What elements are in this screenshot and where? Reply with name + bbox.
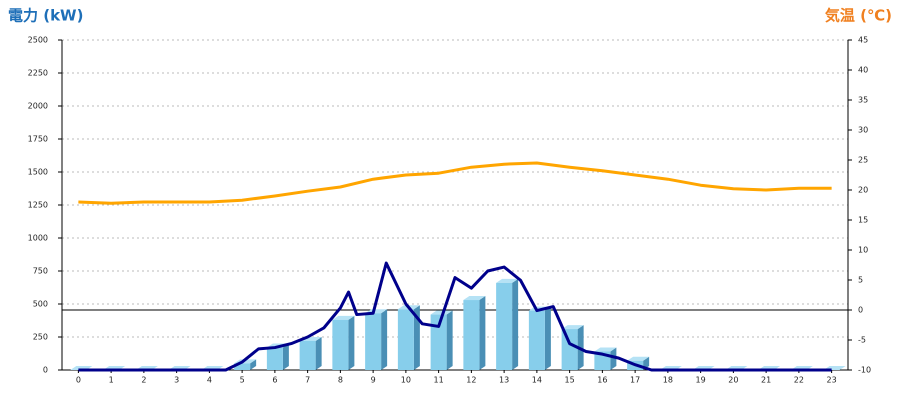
bar-side — [446, 310, 453, 370]
bar-side — [282, 343, 289, 370]
bar — [365, 313, 382, 370]
bar-side — [610, 347, 617, 370]
x-tick-label: 19 — [696, 376, 706, 385]
x-tick-label: 7 — [305, 376, 310, 385]
bar-side — [479, 296, 486, 370]
bar-top — [463, 296, 486, 301]
x-tick-label: 2 — [141, 376, 146, 385]
y-axis-title: 電力 (kW) — [8, 7, 83, 25]
bar — [463, 300, 480, 370]
y2-tick-label: 30 — [858, 126, 868, 135]
y2-tick-label: 25 — [858, 156, 868, 165]
bar-side — [250, 359, 257, 370]
x-tick-label: 11 — [434, 376, 444, 385]
bar — [496, 282, 513, 370]
x-tick-label: 13 — [499, 376, 509, 385]
line — [78, 161, 832, 205]
bar — [234, 363, 251, 370]
bar — [561, 329, 578, 370]
bar-top — [627, 356, 650, 361]
bar — [528, 310, 545, 370]
x-tick-label: 23 — [827, 376, 837, 385]
y2-tick-label: 20 — [858, 186, 868, 195]
x-tick-label: 3 — [174, 376, 179, 385]
x-tick-label: 5 — [240, 376, 245, 385]
bar — [397, 309, 414, 370]
y-tick-label: 2000 — [28, 102, 48, 111]
x-tick-label: 17 — [630, 376, 640, 385]
bar-top — [332, 315, 355, 320]
bar — [266, 347, 283, 370]
y-tick-label: 2500 — [28, 36, 48, 45]
y2-tick-label: -10 — [858, 366, 871, 375]
bar-side — [512, 278, 519, 370]
bar-top — [561, 325, 584, 330]
x-tick-label: 15 — [565, 376, 575, 385]
x-tick-label: 18 — [663, 376, 673, 385]
y-tick-label: 750 — [33, 267, 48, 276]
x-tick-label: 21 — [761, 376, 771, 385]
y-tick-label: 1250 — [28, 201, 48, 210]
x-tick-label: 14 — [532, 376, 542, 385]
y-tick-label: 2250 — [28, 69, 48, 78]
y2-tick-label: 10 — [858, 246, 868, 255]
y-tick-label: 1500 — [28, 168, 48, 177]
x-tick-label: 6 — [272, 376, 277, 385]
bar-side — [544, 306, 551, 370]
bar — [332, 319, 349, 370]
x-tick-label: 10 — [401, 376, 411, 385]
bar-top — [594, 347, 617, 352]
y2-tick-label: -5 — [858, 336, 866, 345]
x-tick-label: 20 — [728, 376, 738, 385]
y2-tick-label: 35 — [858, 96, 868, 105]
y-tick-label: 1750 — [28, 135, 48, 144]
y-tick-label: 250 — [33, 333, 48, 342]
y2-axis-title: 気温 (℃) — [825, 7, 892, 25]
x-tick-label: 8 — [338, 376, 343, 385]
x-tick-label: 1 — [109, 376, 114, 385]
bar-side — [348, 315, 355, 370]
y2-tick-label: 45 — [858, 36, 868, 45]
x-tick-label: 12 — [466, 376, 476, 385]
bar-top — [496, 278, 519, 283]
y2-tick-label: 0 — [858, 306, 863, 315]
y-tick-label: 1000 — [28, 234, 48, 243]
y2-tick-label: 5 — [858, 276, 863, 285]
x-tick-label: 0 — [76, 376, 81, 385]
y-tick-label: 500 — [33, 300, 48, 309]
bar-top — [430, 310, 453, 315]
x-tick-label: 9 — [371, 376, 376, 385]
y2-tick-label: 15 — [858, 216, 868, 225]
line — [78, 261, 832, 372]
bar — [430, 314, 447, 370]
x-tick-label: 22 — [794, 376, 804, 385]
y2-tick-label: 40 — [858, 66, 868, 75]
bar-side — [315, 336, 322, 370]
bar-side — [381, 309, 388, 370]
bar — [299, 340, 316, 370]
x-tick-label: 4 — [207, 376, 212, 385]
x-tick-label: 16 — [597, 376, 607, 385]
y-tick-label: 0 — [43, 366, 48, 375]
